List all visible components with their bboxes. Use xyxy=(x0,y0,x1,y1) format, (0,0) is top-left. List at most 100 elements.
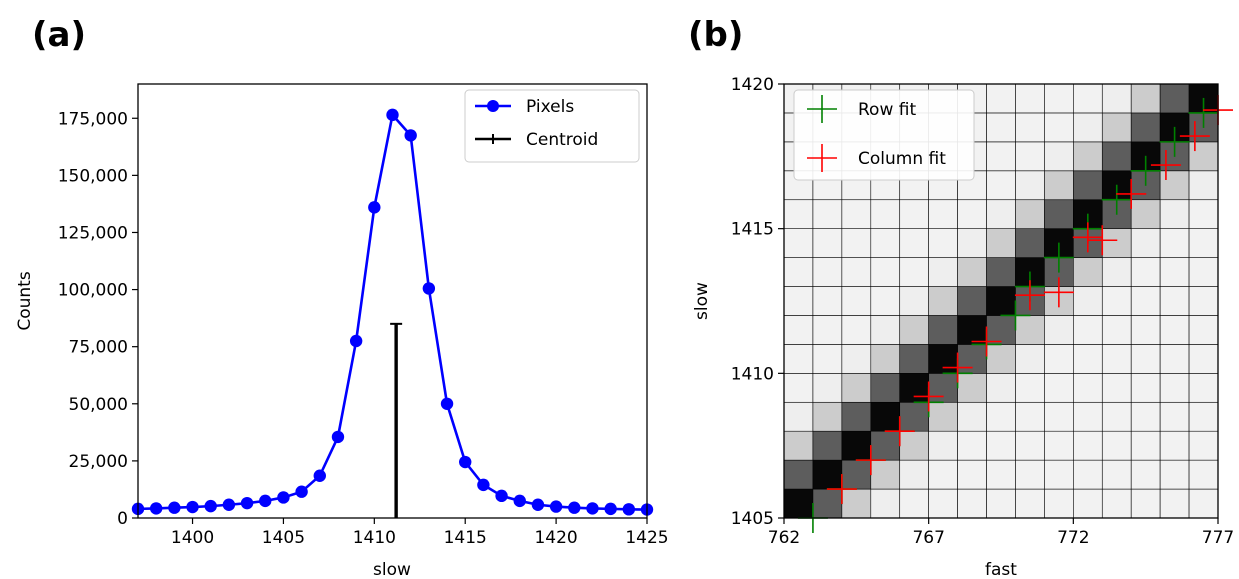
column-fit-marker xyxy=(1072,222,1103,253)
data-point xyxy=(277,491,290,504)
heatmap-cell xyxy=(1159,228,1190,258)
data-point xyxy=(368,201,381,214)
heatmap-cell xyxy=(957,257,987,287)
heatmap-cell xyxy=(928,257,958,287)
heatmap-cell xyxy=(1188,315,1219,345)
heatmap-cell xyxy=(1073,459,1103,490)
column-fit-marker xyxy=(1087,225,1118,256)
heatmap-cell xyxy=(986,228,1016,258)
heatmap-cell xyxy=(1101,459,1132,490)
heatmap-cell xyxy=(812,373,843,403)
heatmap-cell xyxy=(1101,83,1132,114)
panel-a-label: (a) xyxy=(32,15,86,55)
heatmap-cell xyxy=(928,315,958,345)
heatmap-cell xyxy=(1015,488,1045,519)
y-axis-label-a: Counts xyxy=(15,271,35,330)
x-tick-label: 1405 xyxy=(262,528,305,548)
legend-label-centroid: Centroid xyxy=(526,130,598,150)
legend-box xyxy=(793,89,975,181)
y-tick-label: 150,000 xyxy=(58,166,128,186)
heatmap-cell xyxy=(870,257,901,287)
heatmap-cell xyxy=(1159,199,1190,229)
heatmap-cell xyxy=(957,430,987,461)
x-tick-label: 1415 xyxy=(444,528,487,548)
heatmap-cell xyxy=(812,401,843,432)
heatmap-cell xyxy=(1101,401,1132,432)
heatmap-cell xyxy=(986,401,1016,432)
heatmap-cell xyxy=(783,315,814,345)
heatmap-cell xyxy=(1188,199,1219,229)
legend-marker-pixels xyxy=(487,100,499,112)
heatmap-cell xyxy=(1130,199,1161,229)
y-tick-label: 1405 xyxy=(731,509,774,529)
heatmap-cell xyxy=(1073,170,1103,201)
heatmap-cell xyxy=(812,430,843,461)
data-point xyxy=(404,129,417,142)
heatmap-cell xyxy=(870,459,901,490)
data-point xyxy=(622,503,636,516)
data-point xyxy=(586,502,599,515)
heatmap-cell xyxy=(957,315,987,345)
heatmap-cell xyxy=(1015,228,1045,258)
column-fit-marker xyxy=(1150,150,1181,181)
y-tick-label: 0 xyxy=(117,509,128,529)
heatmap-cell xyxy=(783,199,814,229)
data-point xyxy=(477,478,490,492)
heatmap-cell xyxy=(1188,488,1219,519)
heatmap-cell xyxy=(928,228,958,258)
heatmap-cell xyxy=(1044,112,1074,143)
column-fit-marker xyxy=(1116,178,1147,209)
heatmap-cell xyxy=(986,488,1016,519)
heatmap-cell xyxy=(1044,199,1074,229)
data-point xyxy=(568,501,581,514)
data-point xyxy=(149,502,163,515)
data-point xyxy=(386,108,399,122)
x-tick-label: 1420 xyxy=(534,528,577,548)
data-point xyxy=(331,430,345,444)
heatmap-cell xyxy=(986,344,1016,374)
heatmap-cell xyxy=(899,344,929,374)
y-tick-label: 50,000 xyxy=(69,395,128,415)
heatmap-cell xyxy=(957,344,987,374)
x-axis-label-a: slow xyxy=(373,560,411,579)
column-fit-marker xyxy=(913,381,944,412)
data-point xyxy=(549,500,563,513)
heatmap-cell xyxy=(1015,199,1045,229)
data-point xyxy=(204,499,217,513)
heatmap-cell xyxy=(1073,315,1103,345)
heatmap-cell xyxy=(1101,286,1132,316)
x-tick-label: 1400 xyxy=(171,528,214,548)
heatmap-cell xyxy=(870,344,901,374)
heatmap-cell xyxy=(899,459,929,490)
heatmap-cell xyxy=(928,286,958,316)
heatmap-cell xyxy=(1015,141,1045,172)
y-tick-label: 175,000 xyxy=(58,109,128,129)
heatmap-cell xyxy=(957,459,987,490)
heatmap-cell xyxy=(986,373,1016,403)
heatmap-cell xyxy=(957,199,987,229)
row-fit-marker xyxy=(1188,97,1219,128)
heatmap-cell xyxy=(899,488,929,519)
heatmap-cell xyxy=(1101,228,1132,258)
series-line-pixels xyxy=(137,112,648,511)
y-tick-label: 125,000 xyxy=(58,223,128,243)
x-tick-label: 767 xyxy=(912,528,944,548)
heatmap-cell xyxy=(1159,170,1190,201)
heatmap-cell xyxy=(986,141,1016,172)
legend-b: Row fit Column fit xyxy=(793,89,975,181)
heatmap-cell xyxy=(841,459,872,490)
data-point xyxy=(313,469,326,482)
heatmap-cell xyxy=(1073,112,1103,143)
heatmap-cell xyxy=(1073,344,1103,374)
heatmap-cell xyxy=(899,199,929,229)
heatmap-cell xyxy=(986,83,1016,114)
heatmap-cell xyxy=(986,199,1016,229)
heatmap-cell xyxy=(1188,373,1219,403)
heatmap-cell xyxy=(1015,344,1045,374)
heatmap-cell xyxy=(899,228,929,258)
heatmap-cell xyxy=(812,199,843,229)
heatmap-cell xyxy=(1130,112,1161,143)
row-fit-marker xyxy=(1159,126,1190,157)
legend-label-pixels: Pixels xyxy=(526,97,574,117)
heatmap-cell xyxy=(1130,344,1161,374)
